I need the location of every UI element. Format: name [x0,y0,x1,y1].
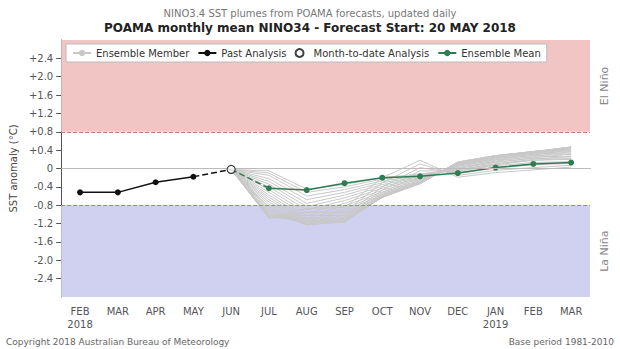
svg-text:SST anomaly (°C): SST anomaly (°C) [8,124,19,212]
svg-text:-0.4: -0.4 [34,181,54,192]
svg-text:2019: 2019 [483,319,508,330]
svg-text:NINO3.4 SST plumes from POAMA: NINO3.4 SST plumes from POAMA forecasts,… [164,8,457,19]
svg-text:DEC: DEC [447,306,468,317]
svg-text:+0.8: +0.8 [29,126,53,137]
svg-text:AUG: AUG [296,306,318,317]
svg-text:Copyright 2018 Australian Bure: Copyright 2018 Australian Bureau of Mete… [6,337,230,347]
svg-text:OCT: OCT [372,306,394,317]
svg-text:FEB: FEB [524,306,543,317]
svg-text:Base period 1981-2010: Base period 1981-2010 [509,337,615,347]
svg-text:-1.2: -1.2 [34,218,54,229]
svg-text:NOV: NOV [409,306,431,317]
svg-text:JAN: JAN [486,306,504,317]
svg-text:El Niño: El Niño [598,66,611,105]
svg-text:Ensemble Mean: Ensemble Mean [461,48,540,59]
svg-text:+2.0: +2.0 [29,71,53,82]
svg-text:APR: APR [146,306,166,317]
svg-text:FEB: FEB [71,306,90,317]
svg-text:Month-to-date Analysis: Month-to-date Analysis [314,48,430,59]
svg-text:+1.2: +1.2 [29,108,53,119]
svg-text:La Niña: La Niña [598,230,611,271]
svg-text:+1.6: +1.6 [29,90,53,101]
svg-text:0: 0 [47,163,53,174]
svg-text:MAR: MAR [560,306,582,317]
svg-text:SEP: SEP [335,306,354,317]
svg-text:-2.4: -2.4 [34,273,54,284]
svg-text:MAR: MAR [107,306,129,317]
svg-text:MAY: MAY [183,306,205,317]
svg-text:-1.6: -1.6 [34,236,54,247]
svg-text:-2.0: -2.0 [34,255,54,266]
svg-text:2018: 2018 [67,319,92,330]
svg-text:+2.4: +2.4 [29,53,53,64]
svg-text:JUL: JUL [260,306,277,317]
svg-text:-0.8: -0.8 [34,200,54,211]
svg-text:+0.4: +0.4 [29,145,53,156]
svg-text:Ensemble Member: Ensemble Member [96,48,190,59]
svg-text:JUN: JUN [221,306,240,317]
svg-text:Past Analysis: Past Analysis [221,48,286,59]
svg-text:POAMA monthly mean NINO34 - Fo: POAMA monthly mean NINO34 - Forecast Sta… [104,21,516,35]
